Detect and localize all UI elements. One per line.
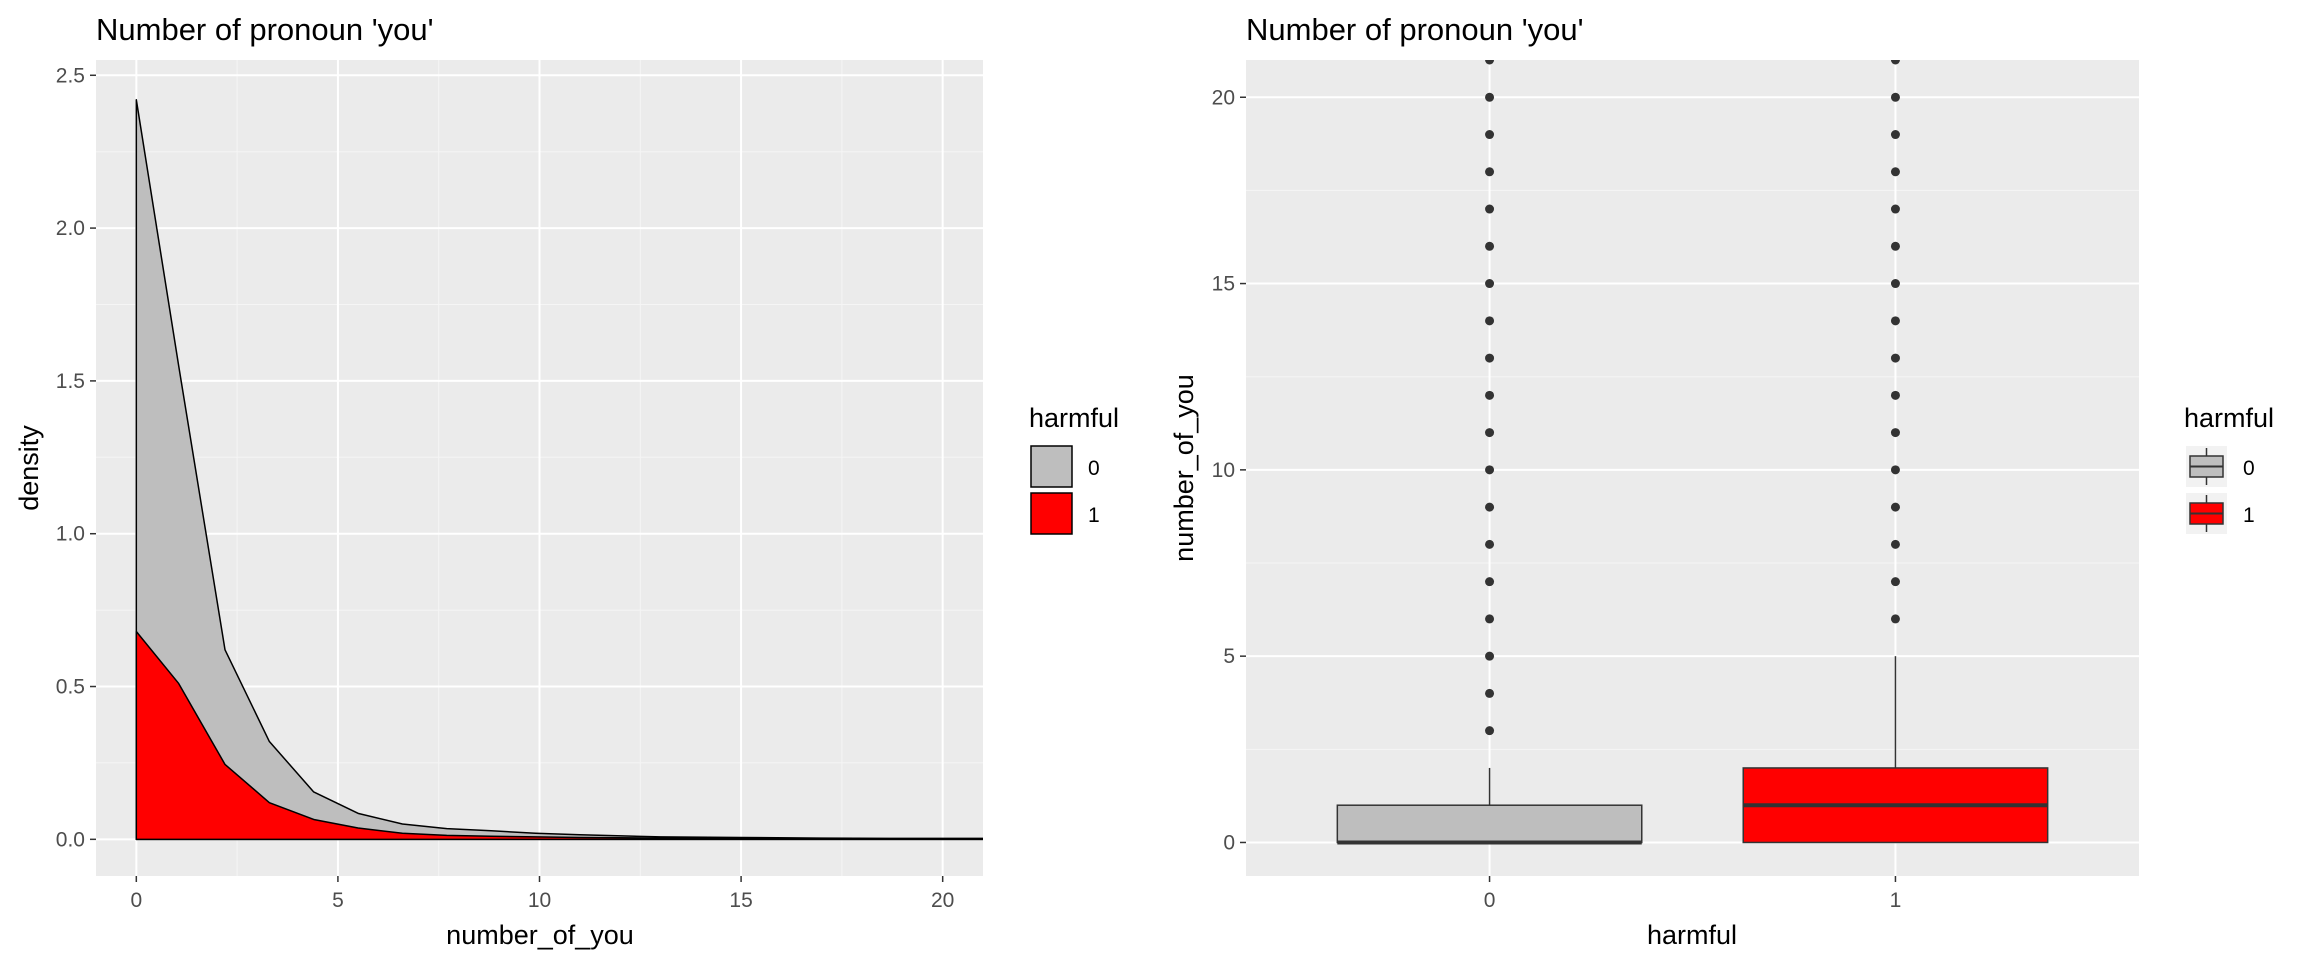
boxplot-legend-label-0: 0 (2243, 457, 2255, 480)
boxplot-outlier-point (1890, 577, 1900, 587)
density-chart: Number of pronoun 'you' 0 5 10 15 200.00.51.… (14, 12, 1119, 950)
boxplot-outlier-point (1485, 651, 1495, 661)
boxplot-outlier-point (1890, 614, 1900, 624)
boxplot-outlier-point (1485, 92, 1495, 102)
boxplot-x-axis-title: harmful (1647, 920, 1737, 950)
density-area-series-1 (135, 630, 983, 841)
density-legend: harmful 0 1 (1029, 403, 1119, 535)
boxplot-outlier-point (1485, 726, 1495, 736)
boxplot-y-tick-label: 20 (1212, 86, 1235, 109)
density-y-tick-label: 2.5 (56, 64, 85, 87)
boxplot-legend-title: harmful (2184, 403, 2274, 433)
boxplot-outlier-point (1485, 130, 1495, 140)
density-x-tick-label: 5 (332, 889, 344, 912)
boxplot-outlier-point (1485, 279, 1495, 289)
boxplot-outlier-point (1485, 539, 1495, 549)
boxplot-outlier-point (1890, 428, 1900, 438)
boxplot-x-tick-label: 1 (1890, 889, 1902, 912)
boxplot-y-tick-label: 0 (1223, 831, 1235, 854)
density-y-tick-label: 2.0 (56, 217, 85, 240)
boxplot-outlier-point (1485, 316, 1495, 326)
density-y-tick-label: 0.5 (56, 676, 85, 699)
boxplot-boxes (1336, 60, 2049, 845)
boxplot-outlier-point (1890, 204, 1900, 214)
boxplot-outlier-point (1485, 60, 1495, 65)
density-legend-label-1: 1 (1088, 504, 1100, 527)
density-area-group (135, 98, 983, 841)
boxplot-x-tick-label: 0 (1484, 889, 1496, 912)
boxplot-box-group (1336, 60, 2049, 845)
boxplot-y-tick-label: 5 (1223, 645, 1235, 668)
boxplot-outlier-point (1485, 688, 1495, 698)
boxplot-outlier-point (1890, 167, 1900, 177)
density-legend-label-0: 0 (1088, 457, 1100, 480)
boxplot-outlier-point (1890, 390, 1900, 400)
boxplot-y-axis-title: number_of_you (1169, 374, 1199, 562)
density-x-tick-label: 20 (931, 889, 954, 912)
boxplot-box-0 (1336, 804, 1643, 844)
boxplot-outlier-point (1485, 428, 1495, 438)
density-y-tick-label: 1.0 (56, 523, 85, 546)
boxplot-outlier-point (1890, 60, 1900, 65)
boxplot-outlier-point (1485, 241, 1495, 251)
boxplot-axes: 0 5 10 15 20 0 1 (1212, 86, 1902, 912)
boxplot-outlier-point (1485, 465, 1495, 475)
boxplot-outlier-point (1890, 316, 1900, 326)
boxplot-outlier-point (1890, 92, 1900, 102)
density-legend-title: harmful (1029, 403, 1119, 433)
boxplot-outlier-point (1890, 353, 1900, 363)
density-y-axis-title: density (14, 425, 44, 511)
boxplot-legend-label-1: 1 (2243, 504, 2255, 527)
boxplot-outlier-point (1890, 130, 1900, 140)
density-axes: 0 5 10 15 20 0.0 0.5 1.0 1.5 2.0 2.5 (56, 64, 955, 912)
density-chart-title: Number of pronoun 'you' (96, 12, 434, 47)
boxplot-outlier-point (1485, 353, 1495, 363)
density-x-tick-label: 0 (130, 889, 142, 912)
density-y-tick-label: 1.5 (56, 370, 85, 393)
boxplot-outlier-point (1485, 167, 1495, 177)
boxplot-outlier-point (1890, 465, 1900, 475)
density-y-tick-label: 0.0 (56, 828, 85, 851)
boxplot-chart-title: Number of pronoun 'you' (1246, 12, 1584, 47)
boxplot-y-tick-label: 10 (1212, 459, 1235, 482)
boxplot-plot-panel (1246, 60, 2139, 876)
density-legend-key-0 (1030, 445, 1073, 488)
boxplot-y-tick-label: 15 (1212, 273, 1235, 296)
density-legend-key-1 (1030, 492, 1073, 535)
boxplot-outlier-point (1485, 577, 1495, 587)
boxplot-outlier-point (1485, 390, 1495, 400)
boxplot-outlier-point (1890, 279, 1900, 289)
boxplot-legend: harmful 0 1 (2184, 403, 2274, 534)
boxplot-outlier-point (1890, 241, 1900, 251)
density-x-tick-label: 15 (729, 889, 752, 912)
density-x-axis-title: number_of_you (446, 920, 634, 950)
boxplot-outlier-point (1485, 614, 1495, 624)
boxplot-outlier-point (1890, 539, 1900, 549)
boxplot-outlier-point (1890, 502, 1900, 512)
density-areas (135, 98, 983, 841)
density-x-tick-label: 10 (528, 889, 551, 912)
boxplot-outlier-point (1485, 204, 1495, 214)
boxplot-outlier-point (1485, 502, 1495, 512)
